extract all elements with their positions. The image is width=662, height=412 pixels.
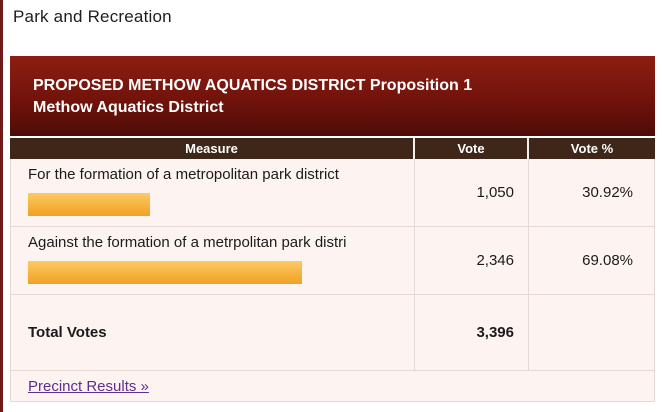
measure-cell: For the formation of a metropolitan park… bbox=[11, 159, 414, 226]
column-header-vote: Vote bbox=[413, 138, 527, 159]
measure-label: For the formation of a metropolitan park… bbox=[28, 166, 339, 183]
total-votes-pct-empty bbox=[528, 295, 654, 370]
header-divider bbox=[10, 136, 655, 138]
measure-label: Against the formation of a metrpolitan p… bbox=[28, 234, 347, 251]
vote-share-bar bbox=[28, 261, 302, 284]
result-row-against: Against the formation of a metrpolitan p… bbox=[11, 227, 654, 295]
contest-title-banner: PROPOSED METHOW AQUATICS DISTRICT Propos… bbox=[10, 56, 655, 136]
column-header-measure: Measure bbox=[185, 141, 238, 156]
measure-cell: Against the formation of a metrpolitan p… bbox=[11, 227, 414, 294]
precinct-results-link[interactable]: Precinct Results » bbox=[28, 377, 149, 395]
section-heading: Park and Recreation bbox=[13, 7, 172, 26]
vote-share-bar bbox=[28, 193, 150, 216]
vote-count-cell: 2,346 bbox=[414, 227, 528, 294]
total-votes-count: 3,396 bbox=[414, 295, 528, 370]
vote-count-cell: 1,050 bbox=[414, 159, 528, 226]
results-table-body: For the formation of a metropolitan park… bbox=[10, 159, 655, 402]
precinct-results-row: Precinct Results » bbox=[11, 371, 654, 401]
result-row-for: For the formation of a metropolitan park… bbox=[11, 159, 654, 227]
contest-title-line-2: Methow Aquatics District bbox=[33, 99, 224, 116]
column-header-vote-pct: Vote % bbox=[527, 138, 655, 159]
total-votes-label: Total Votes bbox=[28, 323, 107, 341]
contest-results-card: PROPOSED METHOW AQUATICS DISTRICT Propos… bbox=[10, 56, 655, 402]
contest-title-line-1: PROPOSED METHOW AQUATICS DISTRICT Propos… bbox=[33, 77, 473, 94]
total-votes-row: Total Votes 3,396 bbox=[11, 295, 654, 371]
page-left-border bbox=[0, 0, 3, 412]
vote-pct-cell: 30.92% bbox=[528, 159, 654, 226]
main-content: Park and Recreation PROPOSED METHOW AQUA… bbox=[10, 0, 655, 402]
table-header-row: Measure Vote Vote % bbox=[10, 138, 655, 159]
vote-pct-cell: 69.08% bbox=[528, 227, 654, 294]
